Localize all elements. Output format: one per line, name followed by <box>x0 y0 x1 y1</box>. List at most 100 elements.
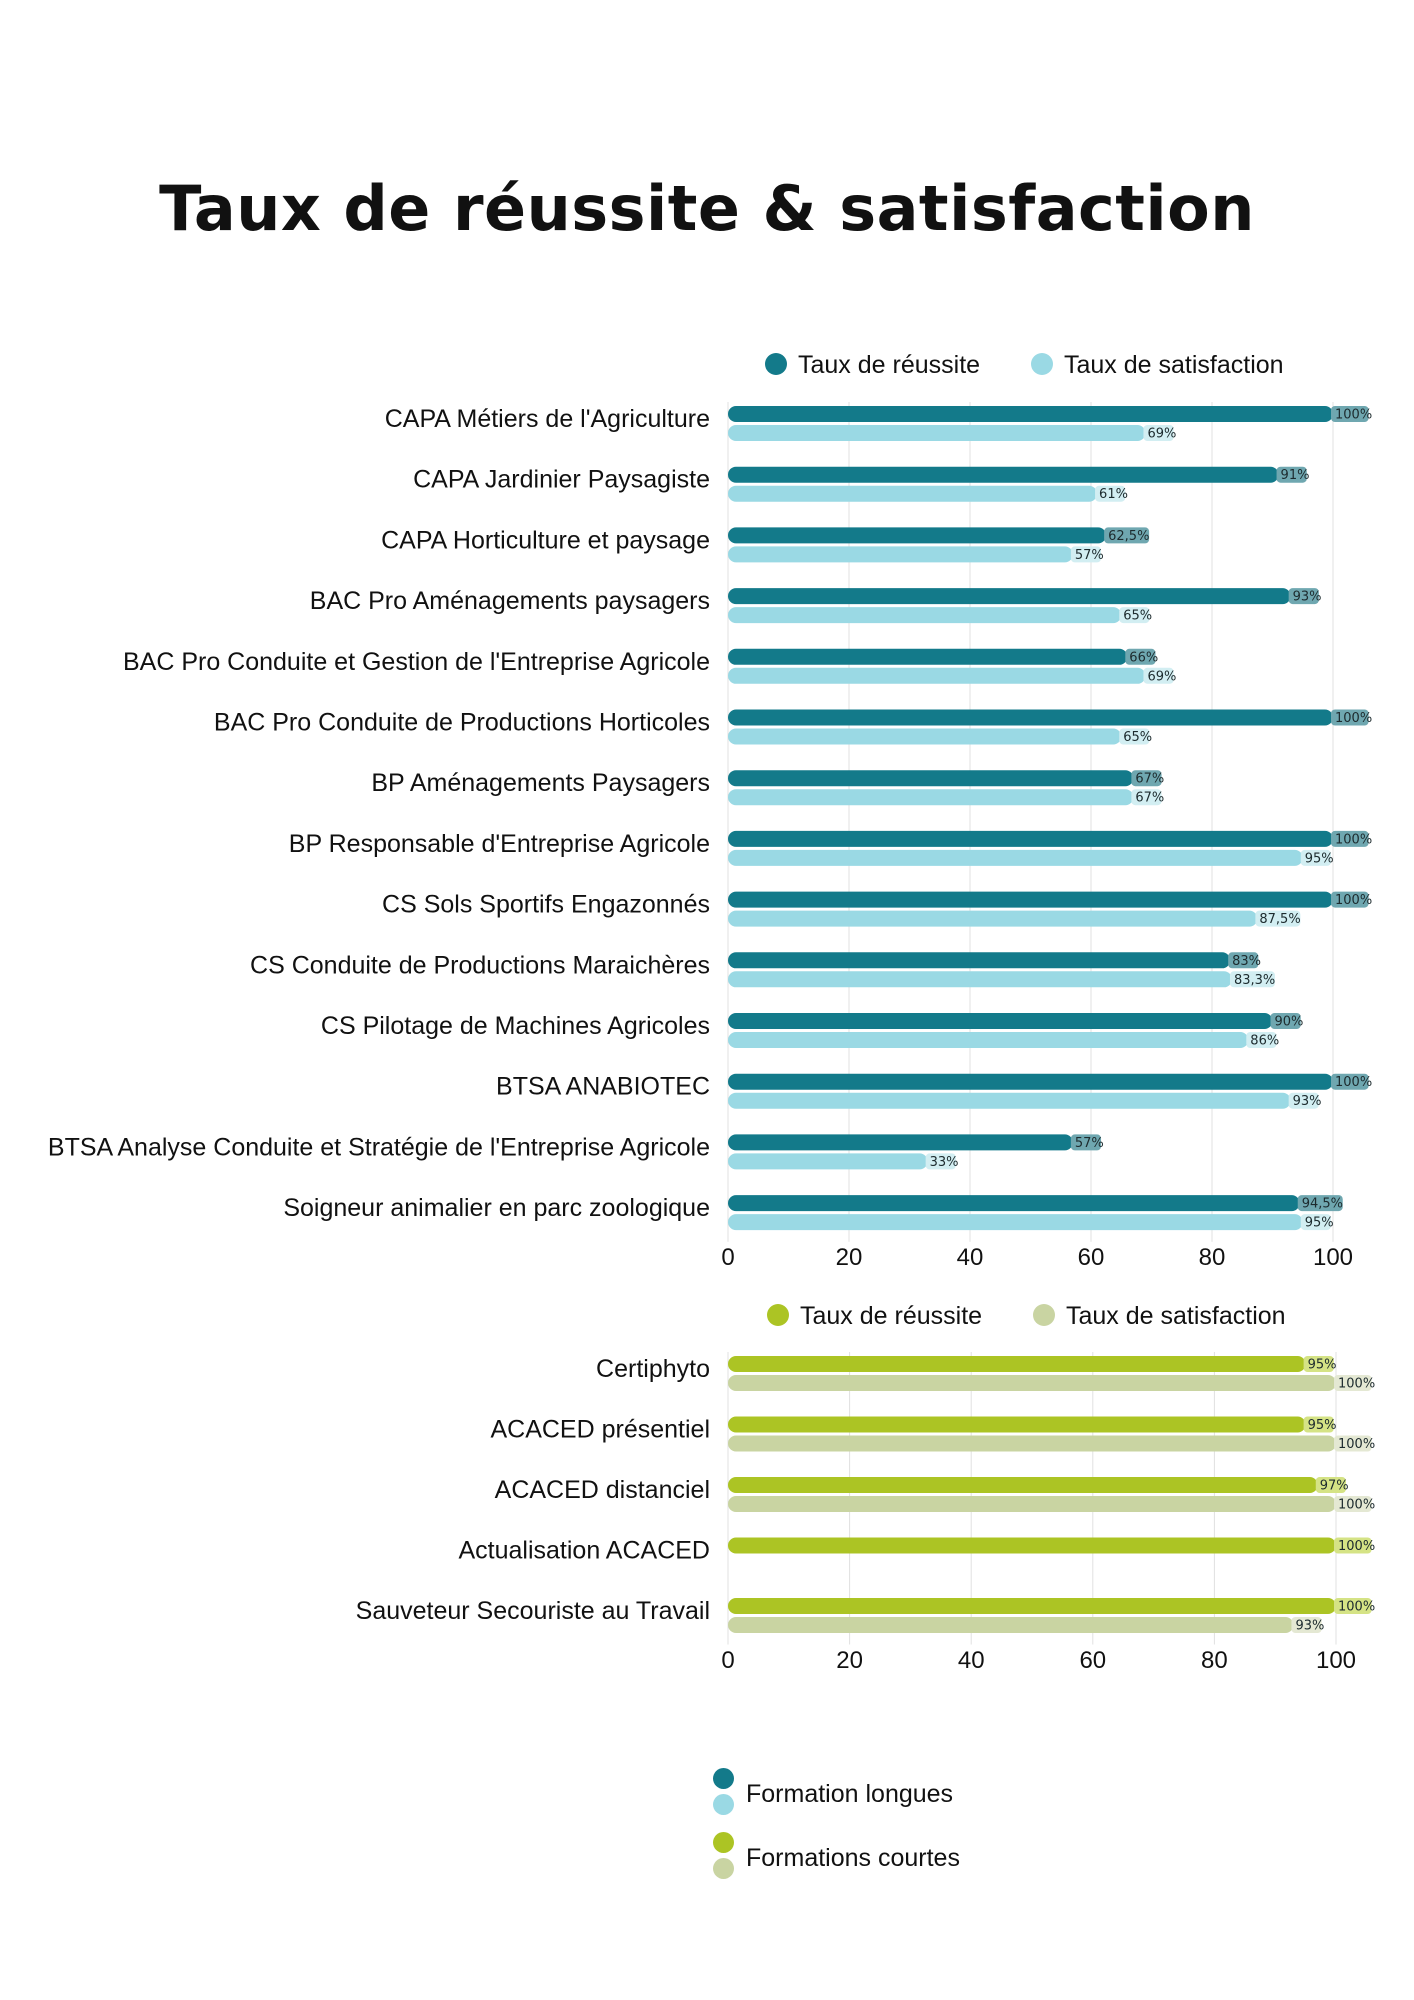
long-value-tag <box>1131 770 1162 787</box>
long-category-label: CS Pilotage de Machines Agricoles <box>321 1012 710 1040</box>
short-x-tick-label: 60 <box>1079 1647 1106 1674</box>
long-value-label: 93% <box>1293 590 1322 605</box>
short-x-tick-label: 100 <box>1316 1647 1356 1674</box>
short-value-tag <box>1334 1496 1372 1512</box>
short-x-tick-label: 20 <box>836 1647 863 1674</box>
long-value-tag <box>1331 891 1369 908</box>
long-bar-satisfaction <box>728 607 1122 624</box>
long-value-tag <box>1270 1013 1301 1029</box>
long-value-label: 65% <box>1123 609 1152 624</box>
short-value-label: 93% <box>1295 1619 1324 1634</box>
short-bar-satisfaction <box>728 1496 1336 1512</box>
long-value-label: 86% <box>1250 1034 1279 1049</box>
short-value-tag <box>1334 1537 1372 1554</box>
long-bar-satisfaction <box>728 667 1146 684</box>
short-value-label: 95% <box>1308 1358 1337 1373</box>
short-value-label: 100% <box>1338 1600 1375 1615</box>
short-bar-reussite <box>728 1537 1336 1554</box>
long-value-label: 100% <box>1335 711 1372 726</box>
long-category-label: BP Responsable d'Entreprise Agricole <box>289 830 710 858</box>
long-bar-satisfaction <box>728 1092 1291 1109</box>
long-value-label: 91% <box>1281 468 1310 483</box>
short-value-label: 95% <box>1308 1418 1337 1433</box>
short-value-label: 100% <box>1338 1498 1375 1513</box>
footer-legend-long-label: Formation longues <box>746 1780 954 1808</box>
long-value-label: 95% <box>1305 1216 1334 1231</box>
long-bar-reussite <box>728 1073 1333 1090</box>
long-value-label: 67% <box>1135 772 1164 787</box>
short-legend-label: Taux de réussite <box>800 1302 982 1330</box>
long-value-tag <box>1119 607 1150 624</box>
long-legend-dot-icon <box>1031 353 1053 375</box>
short-reussite-dot-icon <box>713 1832 734 1853</box>
short-value-tag <box>1303 1356 1334 1372</box>
short-bar-satisfaction <box>728 1375 1336 1391</box>
long-category-label: BTSA ANABIOTEC <box>496 1073 710 1101</box>
long-value-label: 95% <box>1305 851 1334 866</box>
long-category-label: BAC Pro Conduite de Productions Horticol… <box>214 709 710 737</box>
long-category-label: BTSA Analyse Conduite et Stratégie de l'… <box>48 1133 710 1161</box>
long-bar-satisfaction <box>728 971 1232 988</box>
long-value-label: 57% <box>1075 548 1104 563</box>
long-value-tag <box>1095 485 1126 502</box>
long-value-tag <box>1143 667 1174 684</box>
long-value-label: 33% <box>930 1155 959 1170</box>
short-value-label: 97% <box>1320 1479 1349 1494</box>
short-value-tag <box>1334 1598 1372 1614</box>
long-value-tag <box>1229 971 1275 988</box>
long-value-tag <box>1143 425 1174 441</box>
long-category-label: CS Conduite de Productions Maraichères <box>250 951 710 979</box>
long-value-tag <box>1070 1134 1102 1151</box>
short-bar-reussite <box>728 1598 1336 1614</box>
short-category-label: Actualisation ACACED <box>458 1537 710 1565</box>
short-x-tick-label: 0 <box>721 1647 734 1674</box>
footer-legend-short-label: Formations courtes <box>746 1844 960 1872</box>
long-legend-label: Taux de satisfaction <box>1064 351 1284 379</box>
long-bar-reussite <box>728 588 1291 605</box>
short-category-label: ACACED présentiel <box>490 1416 710 1444</box>
long-value-label: 66% <box>1129 650 1158 665</box>
long-bar-satisfaction <box>728 1032 1249 1048</box>
short-bar-reussite <box>728 1477 1318 1493</box>
long-value-label: 69% <box>1147 669 1176 684</box>
long-value-label: 90% <box>1275 1015 1304 1030</box>
long-bar-satisfaction <box>728 789 1134 806</box>
short-satisfaction-dot-icon <box>713 1858 734 1879</box>
long-bar-reussite <box>728 648 1128 665</box>
long-value-tag <box>1070 546 1102 563</box>
long-satisfaction-dot-icon <box>713 1794 734 1815</box>
long-value-label: 57% <box>1075 1136 1104 1151</box>
long-value-tag <box>1331 830 1369 847</box>
long-value-label: 67% <box>1135 791 1164 806</box>
long-value-label: 69% <box>1147 427 1176 442</box>
long-category-label: CAPA Horticulture et paysage <box>381 526 710 554</box>
long-value-tag <box>1246 1032 1277 1048</box>
long-value-label: 100% <box>1335 832 1372 847</box>
long-bar-satisfaction <box>728 546 1073 563</box>
long-value-label: 61% <box>1099 487 1128 502</box>
long-value-tag <box>1300 1214 1331 1231</box>
long-bar-satisfaction <box>728 728 1122 745</box>
short-x-tick-label: 40 <box>958 1647 985 1674</box>
long-x-tick-label: 0 <box>721 1244 734 1271</box>
short-value-tag <box>1303 1416 1334 1433</box>
long-category-label: BP Aménagements Paysagers <box>371 769 710 797</box>
long-bar-satisfaction <box>728 849 1303 866</box>
long-category-label: BAC Pro Conduite et Gestion de l'Entrepr… <box>123 648 710 676</box>
long-value-label: 100% <box>1335 1075 1372 1090</box>
short-value-tag <box>1334 1375 1372 1391</box>
short-value-label: 100% <box>1338 1539 1375 1554</box>
long-value-tag <box>1331 406 1369 422</box>
long-value-tag <box>1131 789 1162 806</box>
long-value-label: 100% <box>1335 408 1372 423</box>
long-value-tag <box>1331 1073 1369 1090</box>
long-value-label: 65% <box>1123 730 1152 745</box>
long-value-label: 94,5% <box>1302 1197 1343 1212</box>
long-bar-reussite <box>728 406 1333 422</box>
long-legend-label: Taux de réussite <box>798 351 980 379</box>
short-legend-dot-icon <box>1033 1304 1055 1326</box>
long-bar-reussite <box>728 952 1231 969</box>
long-value-label: 83% <box>1232 954 1261 969</box>
long-value-tag <box>1104 527 1150 544</box>
